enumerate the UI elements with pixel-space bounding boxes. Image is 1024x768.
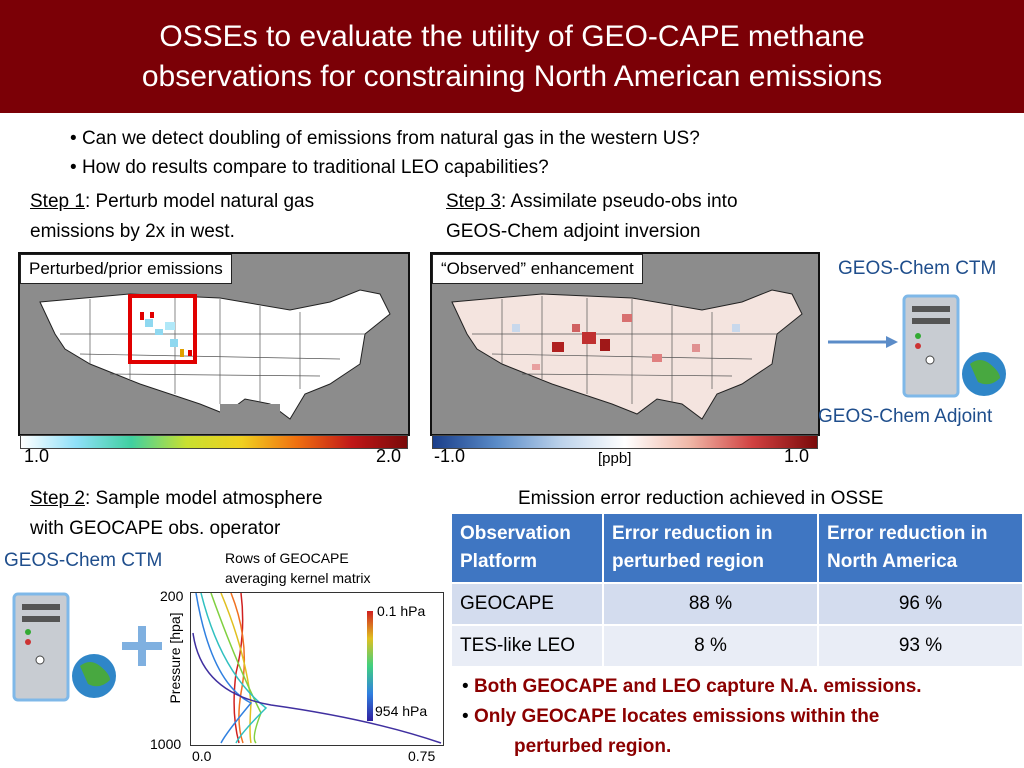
us-map-right [451,289,803,420]
step3-label: Step 3 [446,191,501,212]
kernel-curves [192,592,442,744]
top-bullets: • Can we detect doubling of emissions fr… [70,124,700,182]
plot-title: Rows of GEOCAPE averaging kernel matrix [225,550,371,586]
observed-enhancement-map: “Observed” enhancement [430,252,820,436]
results-caption: Emission error reduction achieved in OSS… [518,488,884,509]
adjoint-label: GEOS-Chem Adjoint [818,406,993,427]
table-row: TES-like LEO 8 % 93 % [452,624,1024,666]
averaging-kernel-plot: 0.1 hPa 954 hPa [190,592,444,746]
table-row: GEOCAPE 88 % 96 % [452,582,1024,625]
title-line-1: OSSEs to evaluate the utility of GEO-CAP… [159,19,865,53]
map-label-left: Perturbed/prior emissions [20,254,232,284]
y-axis-label: Pressure [hpa] [167,612,183,704]
x-max-tick: 0.75 [408,748,436,764]
perturbed-region-box [128,294,197,364]
legend-top: 0.1 hPa [377,603,426,619]
table-header-row: Observation Platform Error reduction in pe… [452,514,1024,583]
step2-text: Step 2: Sample model atmosphere with GEO… [30,488,323,539]
header-perturbed: Error reduction in perturbed region [603,514,819,583]
cbar-right-min: -1.0 [434,446,466,466]
conclusion-1: • Both GEOCAPE and LEO capture N.A. emis… [462,676,922,697]
conclusion-2-cont: perturbed region. [514,736,672,757]
header-platform: Observation Platform [452,514,604,583]
colorbar-left [20,435,408,449]
conclusions: • Both GEOCAPE and LEO capture N.A. emis… [462,672,922,762]
cbar-right-unit: [ppb] [598,450,632,467]
ctm-label-right: GEOS-Chem CTM [838,258,997,279]
us-map-left [20,289,391,434]
cell-perturbed: 88 % [603,582,819,625]
cell-platform: GEOCAPE [452,582,604,625]
cell-north-america: 93 % [818,624,1024,666]
results-table: Observation Platform Error reduction in pe… [452,514,1024,666]
slide-title: OSSEs to evaluate the utility of GEO-CAP… [32,17,992,97]
bullet-2: • How do results compare to traditional … [70,157,549,178]
step3-text: Step 3: Assimilate pseudo-obs into GEOS-… [446,191,738,242]
legend-bottom: 954 hPa [375,703,428,719]
title-bar: OSSEs to evaluate the utility of GEO-CAP… [0,0,1024,113]
computer-plus-icon [12,592,162,702]
cbar-left-min: 1.0 [24,446,50,466]
arrow-icon [828,336,898,348]
y-top-tick: 200 [160,588,184,604]
cell-north-america: 96 % [818,582,1024,625]
conclusion-2: • Only GEOCAPE locates emissions within … [462,706,880,727]
cell-perturbed: 8 % [603,624,819,666]
cell-platform: TES-like LEO [452,624,604,666]
x-min-tick: 0.0 [192,748,212,764]
header-north-america: Error reduction in North America [818,514,1024,583]
cbar-right-max: 1.0 [784,446,810,466]
step2-label: Step 2 [30,488,85,509]
perturbed-emissions-map: Perturbed/prior emissions [18,252,410,436]
step1-label: Step 1 [30,191,85,212]
cbar-left-max: 2.0 [376,446,402,466]
colorbar-right [432,435,818,449]
map-label-right: “Observed” enhancement [432,254,643,284]
step1-text: Step 1: Perturb model natural gas emissi… [30,191,315,242]
computer-icon [902,294,1006,398]
bullet-1: • Can we detect doubling of emissions fr… [70,128,700,149]
title-line-2: observations for constraining North Amer… [141,59,883,93]
y-bottom-tick: 1000 [150,736,182,752]
ctm-label-left: GEOS-Chem CTM [4,550,163,571]
